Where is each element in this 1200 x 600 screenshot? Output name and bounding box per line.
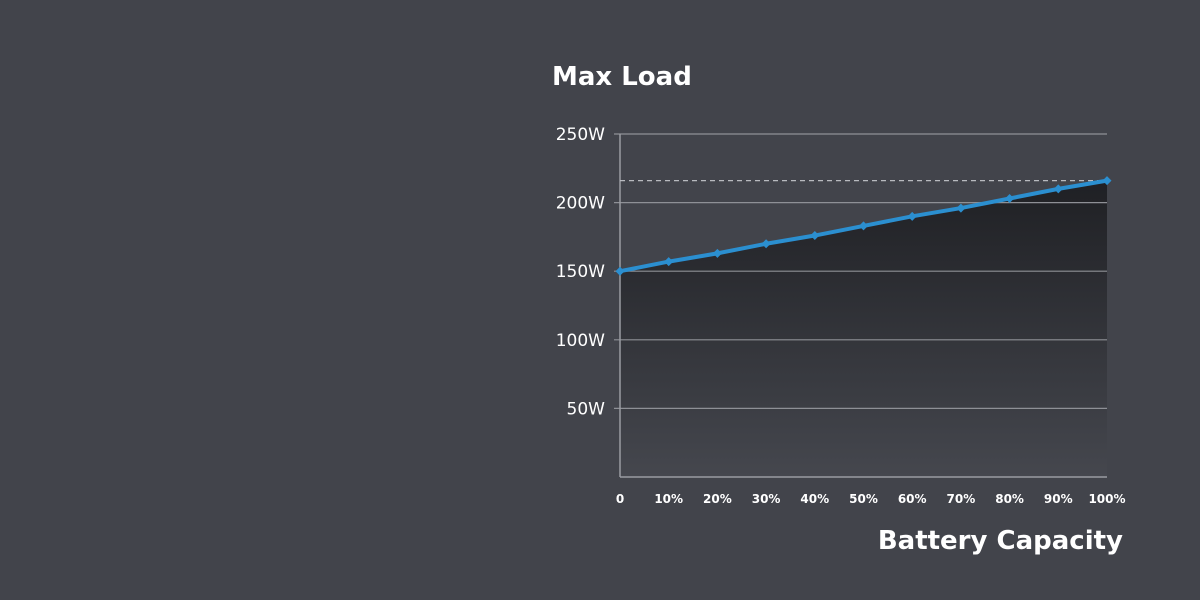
x-tick-labels: 0 10% 20% 30% 40% 50% 60% 70% 80% 90% 100% [616, 492, 1126, 506]
x-tick-label: 90% [1044, 492, 1073, 506]
data-point-marker [859, 221, 868, 231]
x-tick-label: 70% [947, 492, 976, 506]
chart-title: Max Load [552, 62, 692, 92]
y-tick-label: 150W [556, 262, 605, 282]
y-tick-labels: 50W 100W 150W 200W 250W [556, 125, 605, 419]
y-tick-label: 50W [567, 399, 606, 419]
data-point-marker [1102, 176, 1112, 186]
x-tick-label: 100% [1088, 492, 1125, 506]
data-point-marker [1005, 193, 1015, 203]
area-fill-layer [620, 180, 1107, 477]
data-point-marker [810, 231, 820, 241]
x-tick-label: 30% [752, 492, 781, 506]
data-point-marker [907, 211, 917, 221]
y-tick-label: 100W [556, 331, 605, 351]
x-tick-label: 20% [703, 492, 732, 506]
y-tick-label: 250W [556, 125, 605, 145]
data-point-marker [956, 203, 966, 213]
series-layer [615, 176, 1112, 276]
axes [619, 134, 1107, 478]
x-tick-label: 40% [800, 492, 829, 506]
data-point-marker [1053, 184, 1063, 194]
data-point-marker [615, 266, 625, 276]
data-point-marker [761, 239, 771, 249]
data-point-marker [664, 257, 674, 267]
x-tick-label: 10% [654, 492, 683, 506]
x-tick-label: 80% [995, 492, 1024, 506]
area-fill [620, 180, 1107, 477]
x-tick-label: 50% [849, 492, 878, 506]
x-tick-label: 0 [616, 492, 624, 506]
x-axis-label: Battery Capacity [878, 526, 1123, 556]
x-tick-label: 60% [898, 492, 927, 506]
y-tick-label: 200W [556, 194, 605, 214]
data-point-marker [712, 248, 722, 258]
gridlines [614, 133, 1107, 409]
